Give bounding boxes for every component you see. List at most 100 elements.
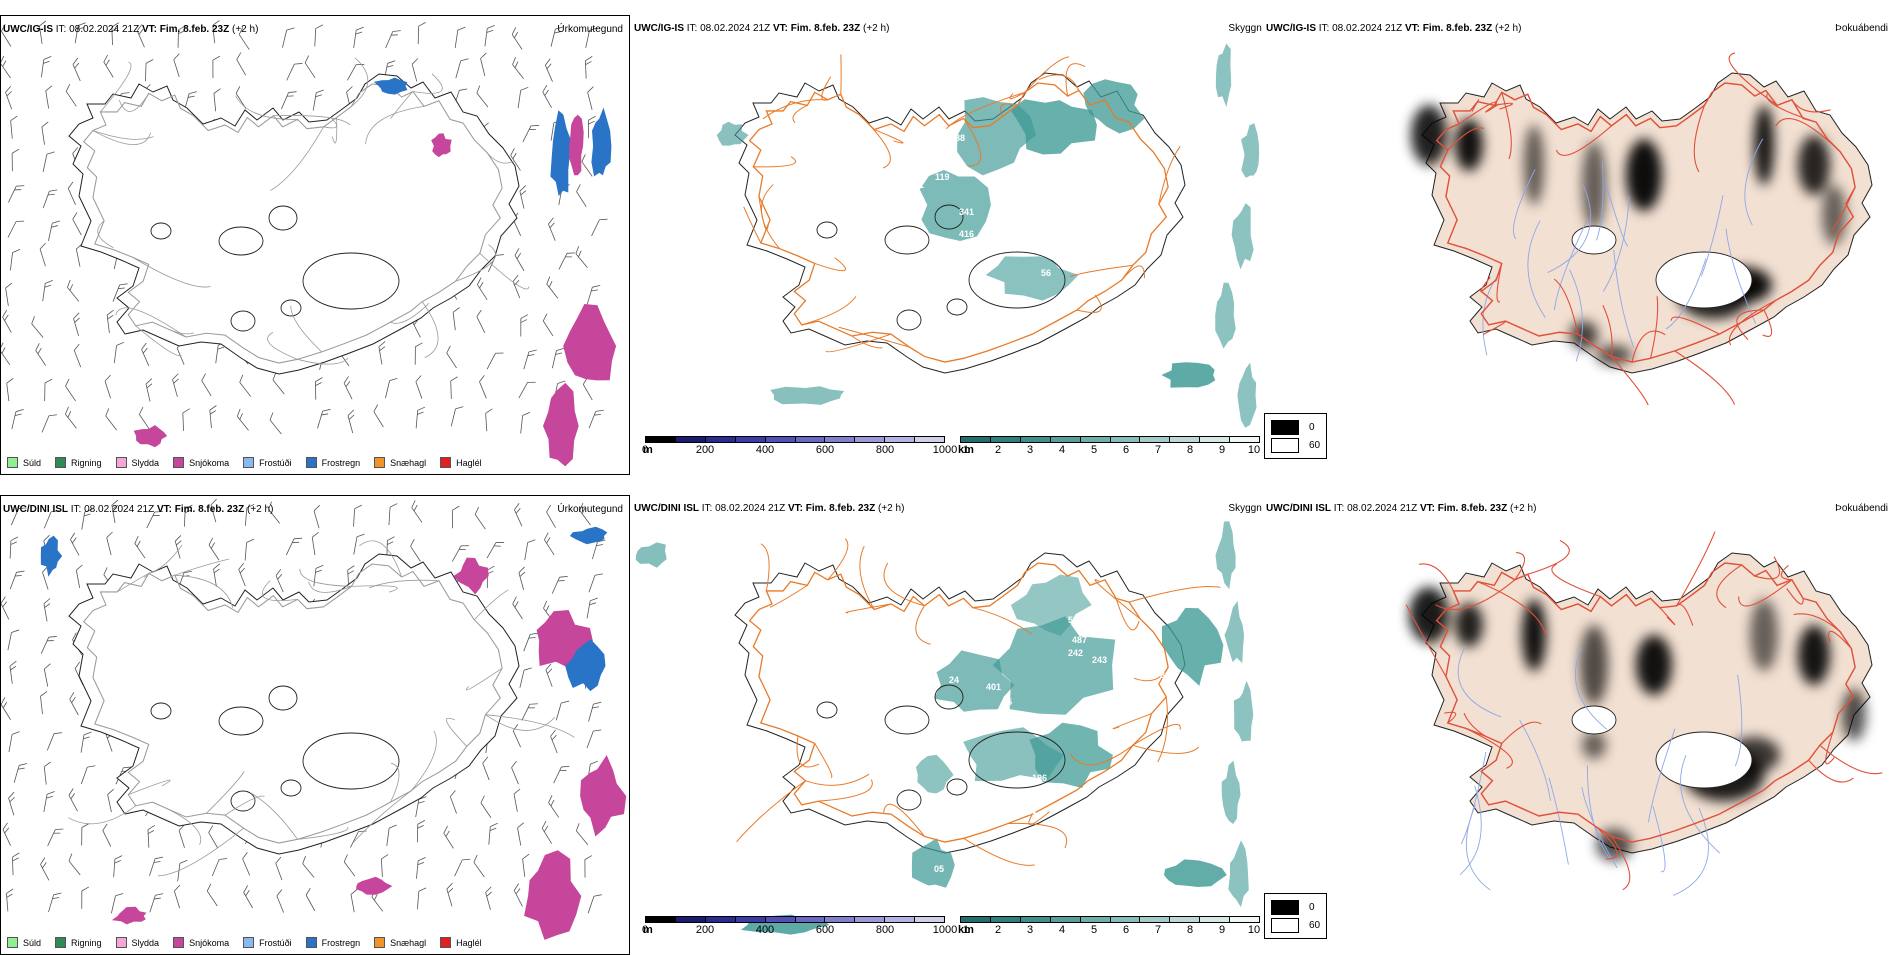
wind-barb [453,308,463,331]
wind-barb [541,85,558,108]
valid-label: VT: [1417,503,1438,514]
wind-barb [33,343,51,365]
colorbar-tick: 9 [1219,924,1225,936]
colorbar-swatch [825,437,855,442]
legend-swatch [55,937,66,948]
wind-barb [67,789,84,812]
wind-barb [456,57,469,80]
colorbar-swatch [885,917,915,922]
wind-barb [14,762,27,785]
legend-item: Slydda [116,457,160,468]
wind-barb [207,826,224,849]
wind-barb [315,378,322,400]
freezing-rain-area [550,110,570,196]
valid-label: VT: [154,504,175,515]
wind-barb [212,856,227,879]
wind-barb [43,150,54,173]
wind-barb [145,59,153,81]
low-visibility-area [1161,362,1215,387]
wind-barb [287,60,303,83]
wind-barb [372,405,390,427]
wind-barb [114,341,124,364]
wind-barb [71,212,88,235]
colorbar-swatch [1021,917,1051,922]
wind-barb [544,59,559,82]
wind-barb [513,248,530,271]
legend-label: Slydda [132,938,160,948]
wind-barb [518,86,528,109]
wind-barb [547,218,562,241]
colorbar-tick: 5 [1091,924,1097,936]
wind-barb [513,503,528,526]
wind-barb [589,700,602,723]
wind-barb [315,25,323,47]
iceland-outline [69,74,519,374]
wind-barb [44,762,53,785]
wind-barb [485,887,498,910]
legend-label: Haglél [456,938,482,948]
wind-barb [385,377,397,400]
wind-barb [474,86,493,108]
low-visibility-area [1216,44,1231,108]
model-name: UWC/DINI ISL [1266,503,1331,514]
legend-swatch [440,937,451,948]
station-label: 341 [959,207,974,217]
legend-label: Snæhagl [390,458,426,468]
wind-barb [1,597,15,620]
fog-map [1264,495,1894,955]
colorbar-tick: 400 [756,924,774,936]
colorbar-tick: 8 [1187,924,1193,936]
legend-swatch [173,937,184,948]
wind-barb [510,761,525,784]
low-visibility-area [1232,203,1254,269]
wind-barb [10,537,18,559]
legend-label: Rigning [71,458,102,468]
wind-barb [245,539,254,561]
fog-legend-swatch [1271,420,1299,435]
colorbar-swatch [1051,917,1081,922]
wind-barb [411,58,423,81]
precip-map-panel: UWC/IG-IS IT: 08.02.2024 21Z VT: Fim. 8.… [0,15,630,475]
valid-time: Fim. 8.feb. 23Z [160,24,229,35]
valid-label: VT: [770,23,791,34]
wind-barb [1,823,17,846]
wind-barb [381,855,389,877]
legend-swatch [116,457,127,468]
lead-time: (+2 h) [875,503,904,514]
colorbar-swatch [1081,917,1111,922]
colorbar-swatch [796,917,826,922]
panel-header: UWC/DINI ISL IT: 08.02.2024 21Z VT: Fim.… [3,504,273,515]
wind-barb [451,405,463,428]
wind-barb [342,376,358,399]
wind-barb [521,412,530,435]
wind-barb [82,887,89,909]
legend-label: Snjókoma [189,938,229,948]
legend-swatch [374,937,385,948]
low-visibility-area [770,386,844,405]
wind-barb [1,697,17,719]
wind-barb [581,377,598,400]
legend-item: Súld [7,457,41,468]
low-visibility-area [1222,761,1241,824]
wind-barb [472,855,490,877]
wind-barb [171,374,184,397]
colorbar-swatch [1111,437,1141,442]
wind-barb [445,346,463,368]
wind-barb [417,820,424,842]
wind-barb [587,87,599,110]
low-visibility-area [1241,123,1259,178]
legend-swatch [374,457,385,468]
colorbar-tick: 200 [696,444,714,456]
panel-title: Skyggni [1228,503,1262,514]
wind-barb [442,826,460,848]
station-label: 45 [1002,697,1012,707]
legend-swatch [173,457,184,468]
panel-header: UWC/DINI ISL IT: 08.02.2024 21Z VT: Fim.… [1266,503,1536,514]
wind-barb [408,539,426,561]
wind-barb [350,889,361,912]
